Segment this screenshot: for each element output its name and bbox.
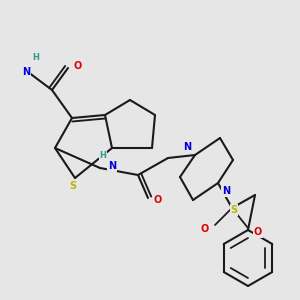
Text: H: H (33, 53, 39, 62)
Text: N: N (22, 67, 30, 77)
Text: N: N (183, 142, 191, 152)
Text: S: S (69, 181, 76, 191)
Text: O: O (154, 195, 162, 205)
Text: O: O (201, 224, 209, 234)
Text: O: O (254, 227, 262, 237)
Text: N: N (108, 161, 116, 171)
Text: S: S (230, 205, 238, 215)
Text: N: N (222, 186, 230, 196)
Text: O: O (74, 61, 82, 71)
Text: H: H (100, 152, 106, 160)
